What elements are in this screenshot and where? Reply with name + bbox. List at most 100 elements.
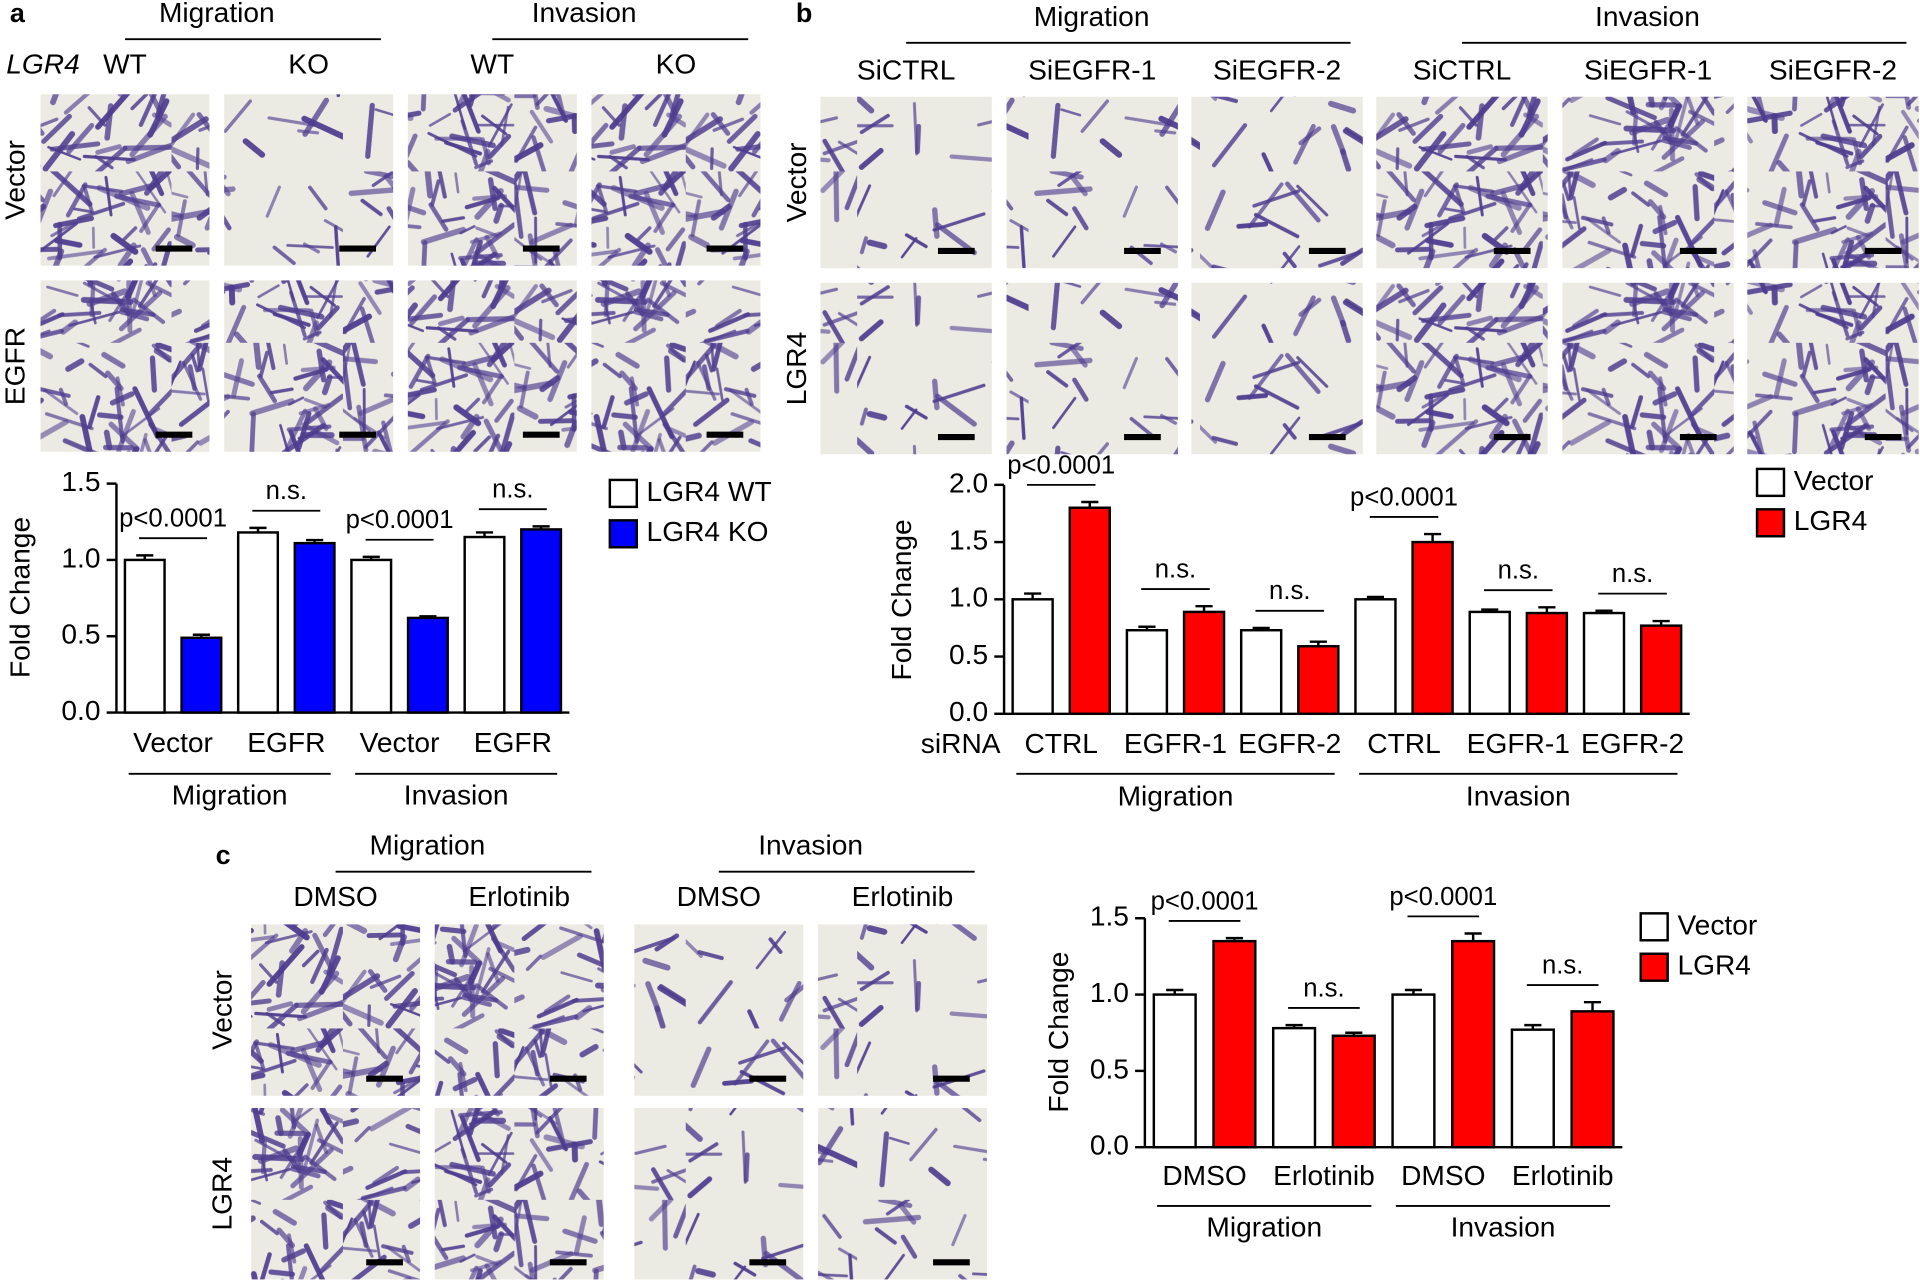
group-label: Migration xyxy=(172,779,288,810)
significance-label: n.s. xyxy=(1542,951,1583,979)
column-label: Erlotinib xyxy=(468,881,570,912)
column-label: SiEGFR-1 xyxy=(1584,55,1712,86)
column-label: SiEGFR-2 xyxy=(1769,55,1897,86)
x-tick-label: EGFR-1 xyxy=(1124,728,1227,759)
micrograph xyxy=(224,94,394,266)
bar xyxy=(520,528,563,714)
legend-swatch xyxy=(608,519,638,549)
y-tick-label: 0.5 xyxy=(1090,1053,1129,1084)
bar xyxy=(1411,540,1454,716)
column-label: SiEGFR-1 xyxy=(1028,55,1156,86)
y-tick-label: 1.5 xyxy=(949,525,988,556)
significance-label: p<0.0001 xyxy=(1389,883,1497,911)
micrograph xyxy=(407,94,577,266)
bar xyxy=(1582,611,1626,716)
group-header: Migration xyxy=(370,830,486,861)
significance-label: n.s. xyxy=(1612,560,1653,588)
x-tick-label: Erlotinib xyxy=(1273,1160,1375,1191)
bar xyxy=(1152,993,1197,1149)
y-tick-label: 1.5 xyxy=(1090,901,1129,932)
micrograph xyxy=(434,924,604,1096)
column-label: WT xyxy=(470,49,514,80)
y-axis-label: Fold Change xyxy=(886,519,917,680)
x-tick-label: CTRL xyxy=(1367,728,1441,759)
column-label: SiCTRL xyxy=(1413,55,1512,86)
micrograph xyxy=(1006,96,1178,269)
y-tick-label: 2.0 xyxy=(949,467,988,498)
y-tick-label: 1.5 xyxy=(61,466,100,497)
legend-swatch xyxy=(1639,952,1669,982)
significance-label: n.s. xyxy=(492,476,533,504)
micrograph xyxy=(634,924,804,1096)
micrograph xyxy=(224,280,394,452)
x-axis-label: siRNA xyxy=(921,728,1001,759)
group-header: Migration xyxy=(159,0,275,28)
bar xyxy=(180,636,223,714)
x-tick-label: EGFR-2 xyxy=(1581,728,1684,759)
y-tick-label: 0.5 xyxy=(949,639,988,670)
row-label: Vector xyxy=(207,970,238,1050)
group-header: Invasion xyxy=(532,0,637,28)
micrograph xyxy=(1191,96,1363,269)
row-label: EGFR xyxy=(0,327,31,405)
bar xyxy=(123,558,166,714)
column-label: SiEGFR-2 xyxy=(1213,55,1341,86)
x-tick-label: Vector xyxy=(360,727,440,758)
micrograph xyxy=(434,1108,604,1280)
bar xyxy=(406,616,449,714)
bar xyxy=(1391,993,1436,1149)
legend-label: Vector xyxy=(1794,465,1874,496)
column-label: KO xyxy=(288,49,329,80)
micrograph xyxy=(1747,96,1919,269)
micrograph xyxy=(817,924,987,1096)
micrograph xyxy=(591,280,761,452)
significance-label: p<0.0001 xyxy=(119,505,227,533)
x-tick-label: DMSO xyxy=(1162,1160,1246,1191)
column-label: KO xyxy=(656,49,697,80)
panel-label: c xyxy=(216,840,231,870)
row-label: Vector xyxy=(0,140,31,220)
x-tick-label: Erlotinib xyxy=(1512,1160,1614,1191)
legend-swatch xyxy=(1755,467,1786,498)
significance-label: n.s. xyxy=(1269,577,1310,605)
micrograph xyxy=(251,924,421,1096)
micrograph xyxy=(251,1108,421,1280)
micrograph xyxy=(1376,96,1548,269)
y-tick-label: 1.0 xyxy=(1090,977,1129,1008)
bar xyxy=(1468,610,1511,716)
y-tick-label: 0.0 xyxy=(949,696,988,727)
micrograph xyxy=(40,94,210,266)
group-header: Invasion xyxy=(1595,1,1700,32)
x-tick-label: Vector xyxy=(133,727,213,758)
bar xyxy=(1331,1034,1376,1149)
column-label: WT xyxy=(103,49,147,80)
bar xyxy=(1354,598,1397,716)
row-label: Vector xyxy=(781,143,812,223)
panel-label: b xyxy=(796,0,812,28)
significance-label: p<0.0001 xyxy=(346,506,454,534)
group-label: Invasion xyxy=(404,779,509,810)
bar xyxy=(1451,939,1496,1149)
micrograph xyxy=(1747,282,1919,455)
column-label: DMSO xyxy=(677,881,761,912)
bar xyxy=(1510,1028,1555,1149)
legend-swatch xyxy=(1755,508,1786,538)
bar xyxy=(1212,939,1257,1149)
micrograph xyxy=(1376,282,1548,455)
micrograph xyxy=(817,1108,987,1280)
bar xyxy=(1125,628,1169,716)
significance-label: n.s. xyxy=(1155,555,1196,583)
micrograph xyxy=(591,94,761,266)
bar xyxy=(236,531,280,714)
y-tick-label: 0.5 xyxy=(61,619,100,650)
significance-label: p<0.0001 xyxy=(1151,887,1259,915)
group-label: Migration xyxy=(1206,1212,1322,1243)
legend-label: LGR4 WT xyxy=(647,476,772,507)
column-label: Erlotinib xyxy=(852,881,954,912)
x-tick-label: DMSO xyxy=(1401,1160,1485,1191)
bar xyxy=(1570,1010,1615,1149)
y-tick-label: 1.0 xyxy=(61,542,100,573)
micrograph xyxy=(407,280,577,452)
micrograph xyxy=(820,96,992,269)
legend-label: LGR4 xyxy=(1794,505,1868,536)
